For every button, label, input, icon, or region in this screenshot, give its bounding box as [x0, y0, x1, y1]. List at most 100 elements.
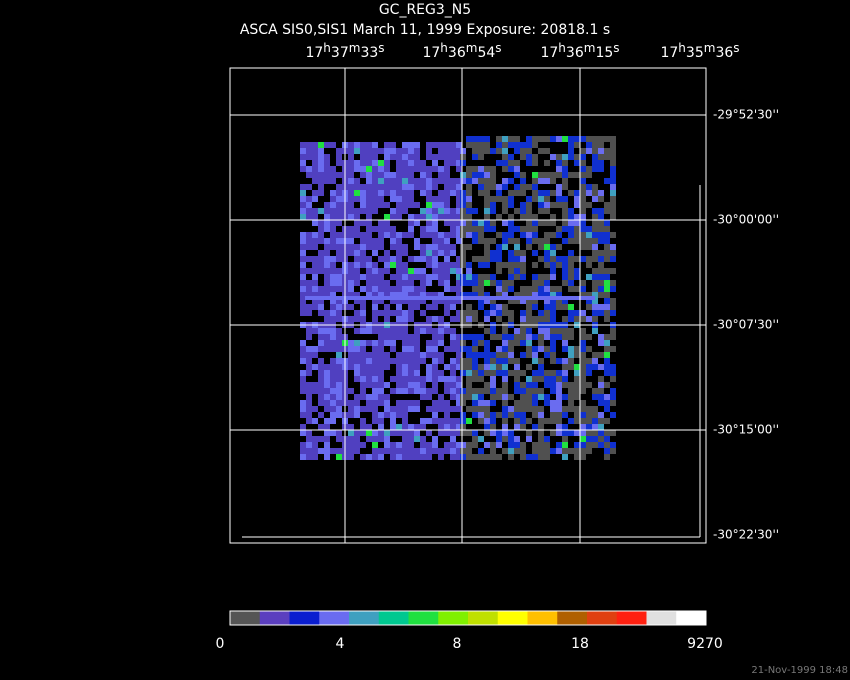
pixel — [336, 334, 342, 340]
pixel — [330, 340, 336, 346]
pixel — [478, 190, 484, 196]
pixel — [556, 448, 562, 454]
pixel — [414, 424, 420, 430]
pixel — [544, 436, 550, 442]
pixel — [490, 280, 496, 286]
pixel — [502, 154, 508, 160]
ra-part: 36 — [566, 45, 584, 61]
pixel — [568, 430, 574, 436]
pixel — [526, 214, 532, 220]
pixel — [574, 454, 580, 460]
pixel — [420, 190, 426, 196]
pixel — [348, 280, 354, 286]
pixel — [610, 178, 616, 184]
pixel — [384, 328, 390, 334]
pixel — [520, 448, 526, 454]
pixel — [312, 154, 318, 160]
pixel — [432, 232, 438, 238]
pixel — [354, 448, 360, 454]
pixel — [408, 286, 414, 292]
pixel — [360, 190, 366, 196]
pixel — [456, 382, 462, 388]
pixel — [490, 250, 496, 256]
pixel — [420, 292, 426, 298]
pixel — [420, 424, 426, 430]
pixel — [532, 394, 538, 400]
pixel — [538, 364, 544, 370]
pixel — [466, 262, 472, 268]
pixel — [420, 214, 426, 220]
pixel — [408, 454, 414, 460]
pixel — [472, 346, 478, 352]
pixel — [366, 328, 372, 334]
pixel — [586, 448, 592, 454]
pixel — [402, 334, 408, 340]
pixel — [336, 250, 342, 256]
pixel — [300, 148, 306, 154]
pixel — [460, 310, 466, 316]
pixel — [384, 316, 390, 322]
pixel — [354, 328, 360, 334]
pixel — [508, 154, 514, 160]
pixel — [438, 448, 444, 454]
pixel — [478, 418, 484, 424]
pixel — [372, 394, 378, 400]
pixel — [478, 364, 484, 370]
pixel — [478, 184, 484, 190]
pixel — [598, 388, 604, 394]
pixel — [306, 214, 312, 220]
ra-part: h — [558, 41, 566, 55]
pixel — [432, 376, 438, 382]
pixel — [514, 406, 520, 412]
pixel — [366, 220, 372, 226]
pixel — [396, 184, 402, 190]
pixel — [390, 346, 396, 352]
pixel — [472, 178, 478, 184]
pixel — [508, 352, 514, 358]
pixel — [526, 418, 532, 424]
pixel — [610, 448, 616, 454]
pixel — [330, 376, 336, 382]
pixel — [354, 292, 360, 298]
pixel — [604, 316, 610, 322]
pixel — [324, 376, 330, 382]
pixel — [450, 376, 456, 382]
pixel — [568, 190, 574, 196]
pixel — [466, 364, 472, 370]
pixel — [550, 262, 556, 268]
pixel — [324, 292, 330, 298]
pixel — [300, 190, 306, 196]
pixel — [592, 298, 598, 304]
pixel — [550, 202, 556, 208]
pixel — [592, 208, 598, 214]
pixel — [444, 280, 450, 286]
pixel — [580, 436, 586, 442]
pixel — [484, 328, 490, 334]
pixel — [402, 406, 408, 412]
pixel — [496, 148, 502, 154]
pixel — [378, 382, 384, 388]
pixel — [550, 292, 556, 298]
pixel — [372, 148, 378, 154]
pixel — [348, 448, 354, 454]
pixel — [306, 454, 312, 460]
pixel — [550, 298, 556, 304]
pixel — [438, 352, 444, 358]
pixel — [402, 274, 408, 280]
image — [300, 136, 616, 460]
pixel — [408, 334, 414, 340]
pixel — [456, 334, 462, 340]
pixel — [568, 394, 574, 400]
pixel — [408, 220, 414, 226]
pixel — [472, 376, 478, 382]
pixel — [408, 292, 414, 298]
pixel — [378, 376, 384, 382]
pixel — [318, 208, 324, 214]
pixel — [312, 178, 318, 184]
pixel — [508, 268, 514, 274]
pixel — [508, 274, 514, 280]
pixel — [300, 166, 306, 172]
pixel — [562, 328, 568, 334]
pixel — [312, 142, 318, 148]
pixel — [426, 190, 432, 196]
